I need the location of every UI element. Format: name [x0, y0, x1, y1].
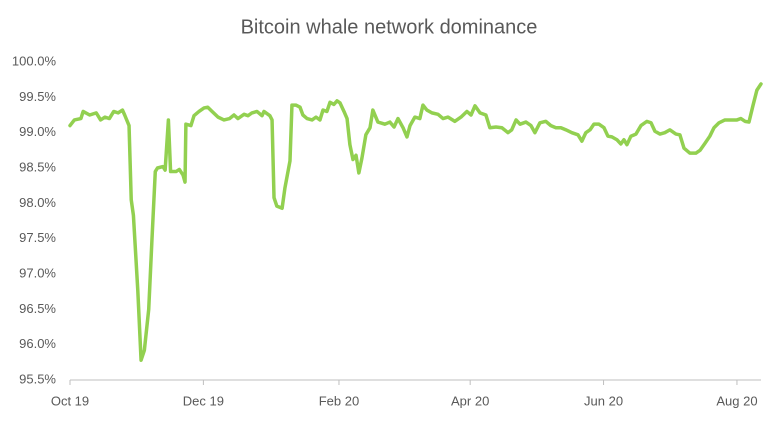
- y-tick-label: 96.5%: [19, 301, 56, 316]
- chart-title: Bitcoin whale network dominance: [241, 16, 538, 38]
- y-tick-label: 98.0%: [19, 195, 56, 210]
- y-tick-label: 99.0%: [19, 124, 56, 139]
- y-tick-label: 96.0%: [19, 336, 56, 351]
- x-tick-label: Dec 19: [183, 393, 224, 408]
- data-line: [68, 82, 763, 362]
- y-tick-label: 99.5%: [19, 89, 56, 104]
- y-tick-label: 98.5%: [19, 159, 56, 174]
- y-tick-label: 97.0%: [19, 265, 56, 280]
- x-tick-label: Jun 20: [584, 393, 623, 408]
- x-tick-label: Apr 20: [451, 393, 489, 408]
- x-tick-label: Oct 19: [51, 393, 89, 408]
- y-tick-label: 100.0%: [12, 53, 57, 68]
- x-tick-label: Feb 20: [319, 393, 359, 408]
- y-tick-label: 97.5%: [19, 230, 56, 245]
- y-tick-label: 95.5%: [19, 371, 56, 386]
- x-tick-label: Aug 20: [716, 393, 757, 408]
